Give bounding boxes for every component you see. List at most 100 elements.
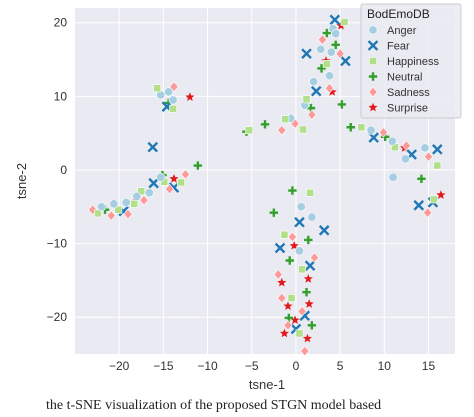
tick-labels: −20 −15 −10 −5 0 5 10 15 −20 −10 0 10 20 xyxy=(47,16,436,373)
data-point-neutral xyxy=(337,100,347,109)
data-point-neutral xyxy=(331,40,340,50)
legend-marker-surprise xyxy=(368,102,378,112)
data-point-sadness xyxy=(300,345,310,357)
data-point-sadness xyxy=(287,231,297,243)
data-point-fear xyxy=(148,177,159,189)
data-point-happiness xyxy=(114,205,123,214)
data-point-anger xyxy=(164,87,174,97)
data-point-happiness xyxy=(177,178,185,187)
data-point-happiness xyxy=(281,115,290,124)
data-point-sadness xyxy=(423,151,434,162)
legend-label-fear: Fear xyxy=(387,41,410,53)
legend-marker-neutral xyxy=(368,72,378,81)
data-point-surprise xyxy=(169,173,179,183)
data-point-surprise xyxy=(304,299,314,308)
data-point-happiness xyxy=(280,230,289,239)
data-point-sadness xyxy=(106,210,116,221)
data-point-anger xyxy=(294,246,304,256)
data-point-sadness xyxy=(180,169,191,180)
x-tick-label: −20 xyxy=(109,359,130,373)
y-axis-label: tsne-2 xyxy=(14,163,29,199)
x-tick-label: 15 xyxy=(422,359,436,373)
data-point-anger xyxy=(168,95,178,105)
data-point-neutral xyxy=(317,64,326,73)
data-point-neutral xyxy=(288,186,297,195)
x-tick-label: −10 xyxy=(197,359,218,373)
data-point-surprise xyxy=(279,328,290,338)
data-point-fear xyxy=(301,48,312,59)
x-tick-label: −15 xyxy=(153,359,174,373)
data-point-happiness xyxy=(357,123,366,132)
data-point-surprise xyxy=(277,277,287,287)
legend-marker-anger xyxy=(368,25,378,35)
data-point-anger xyxy=(420,143,430,153)
data-points xyxy=(88,14,446,357)
data-point-sadness xyxy=(164,183,175,195)
data-point-sadness xyxy=(88,204,98,215)
data-point-happiness xyxy=(137,187,146,196)
legend-label-anger: Anger xyxy=(387,25,417,37)
data-point-happiness xyxy=(302,95,311,104)
data-point-fear xyxy=(147,141,159,153)
data-point-sadness xyxy=(378,127,389,138)
data-point-anger xyxy=(401,154,411,164)
data-point-anger xyxy=(97,202,107,212)
data-point-anger xyxy=(326,47,336,57)
legend-box xyxy=(360,3,462,119)
data-point-sadness xyxy=(277,292,287,304)
data-point-surprise xyxy=(303,274,313,283)
data-point-happiness xyxy=(295,329,304,338)
data-point-anger xyxy=(109,199,119,209)
data-point-neutral xyxy=(193,161,203,170)
data-point-happiness xyxy=(429,195,438,204)
data-point-sadness xyxy=(283,320,293,331)
data-point-anger xyxy=(156,172,166,182)
legend-marker-fear xyxy=(367,40,379,51)
data-point-fear xyxy=(318,225,330,236)
data-point-happiness xyxy=(153,84,162,93)
data-point-fear xyxy=(413,199,425,211)
data-point-surprise xyxy=(290,315,300,325)
data-point-sadness xyxy=(335,48,345,59)
x-tick-label: 5 xyxy=(337,359,344,373)
data-point-surprise xyxy=(289,240,299,250)
data-point-sadness xyxy=(307,109,317,121)
x-tick-label: −5 xyxy=(245,359,259,373)
data-point-anger xyxy=(387,136,397,146)
data-point-anger xyxy=(121,197,131,207)
figure-caption: the t-SNE visualization of the proposed … xyxy=(46,398,382,413)
data-point-neutral xyxy=(285,256,294,265)
data-point-happiness xyxy=(287,294,296,302)
data-point-neutral xyxy=(307,321,317,330)
data-point-neutral xyxy=(346,123,355,132)
data-point-happiness xyxy=(299,125,307,134)
data-point-anger xyxy=(309,77,319,87)
data-point-anger xyxy=(325,71,335,81)
data-point-fear xyxy=(432,144,443,155)
data-point-sadness xyxy=(139,194,149,206)
data-point-happiness xyxy=(322,60,331,68)
legend-label-neutral: Neutral xyxy=(387,72,422,84)
data-point-sadness xyxy=(423,207,433,218)
data-point-surprise xyxy=(302,333,312,343)
y-tick-label: 0 xyxy=(60,163,67,177)
data-point-sadness xyxy=(277,124,287,136)
legend-label-happiness: Happiness xyxy=(387,56,439,68)
data-point-fear xyxy=(294,216,305,228)
data-point-anger xyxy=(296,202,306,212)
y-tick-label: −20 xyxy=(47,310,68,324)
data-point-fear xyxy=(310,85,322,97)
legend-label-sadness: Sadness xyxy=(387,87,430,99)
data-point-anger xyxy=(132,191,142,201)
data-point-neutral xyxy=(304,235,313,245)
data-point-surprise xyxy=(283,301,293,311)
data-point-neutral xyxy=(322,28,332,38)
data-point-surprise xyxy=(185,92,195,101)
legend-marker-happiness xyxy=(369,57,377,65)
data-point-fear xyxy=(274,242,286,254)
data-point-neutral xyxy=(302,287,311,297)
data-point-anger xyxy=(388,172,398,182)
data-point-anger xyxy=(144,188,154,198)
data-point-fear xyxy=(368,132,379,143)
y-tick-label: 10 xyxy=(54,89,68,103)
